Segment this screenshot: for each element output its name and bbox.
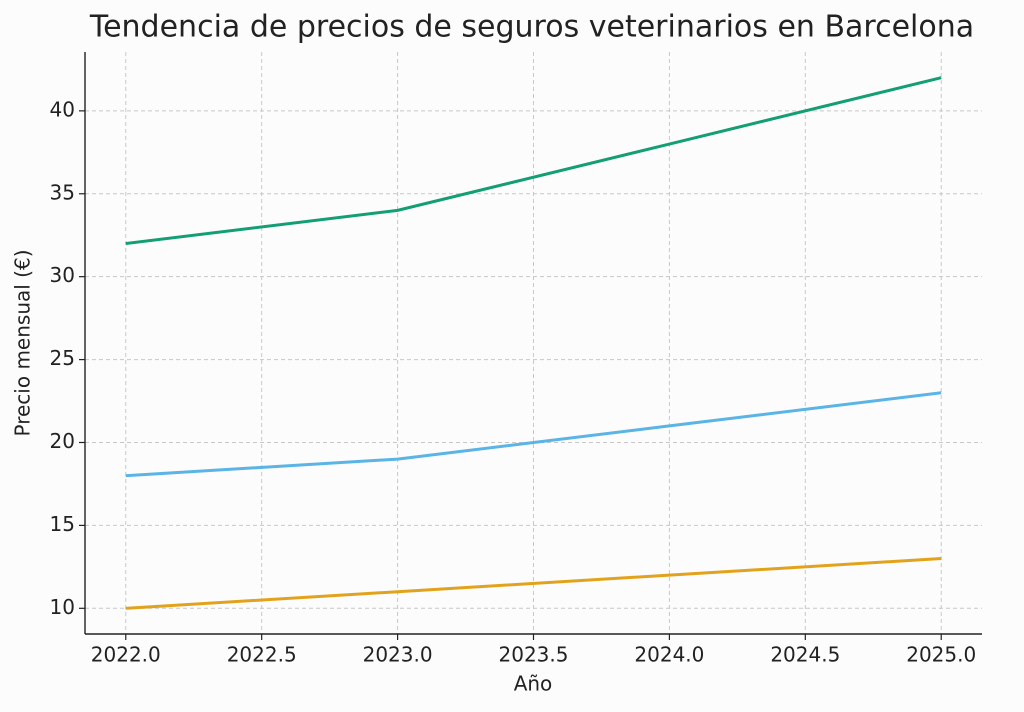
y-tick-label: 40 — [50, 97, 75, 121]
x-tick-label: 2023.5 — [499, 643, 569, 667]
y-tick-label: 30 — [50, 263, 75, 287]
x-axis-label: Año — [514, 672, 553, 696]
series-line — [125, 391, 942, 478]
series-line — [125, 76, 942, 246]
x-tick-label: 2023.0 — [363, 643, 433, 667]
x-tick-label: 2022.0 — [91, 643, 161, 667]
series-line — [125, 557, 942, 610]
y-tick-label: 10 — [50, 595, 75, 619]
x-tick-label: 2022.5 — [227, 643, 297, 667]
y-axis-label: Precio mensual (€) — [11, 249, 35, 436]
chart-title: Tendencia de precios de seguros veterina… — [89, 10, 974, 45]
y-tick-label: 25 — [50, 346, 75, 370]
x-tick-label: 2024.5 — [770, 643, 840, 667]
x-tick-label: 2025.0 — [906, 643, 976, 667]
x-tick-label: 2024.0 — [634, 643, 704, 667]
y-tick-label: 15 — [50, 512, 75, 536]
y-tick-label: 20 — [50, 429, 75, 453]
y-tick-label: 35 — [50, 180, 75, 204]
